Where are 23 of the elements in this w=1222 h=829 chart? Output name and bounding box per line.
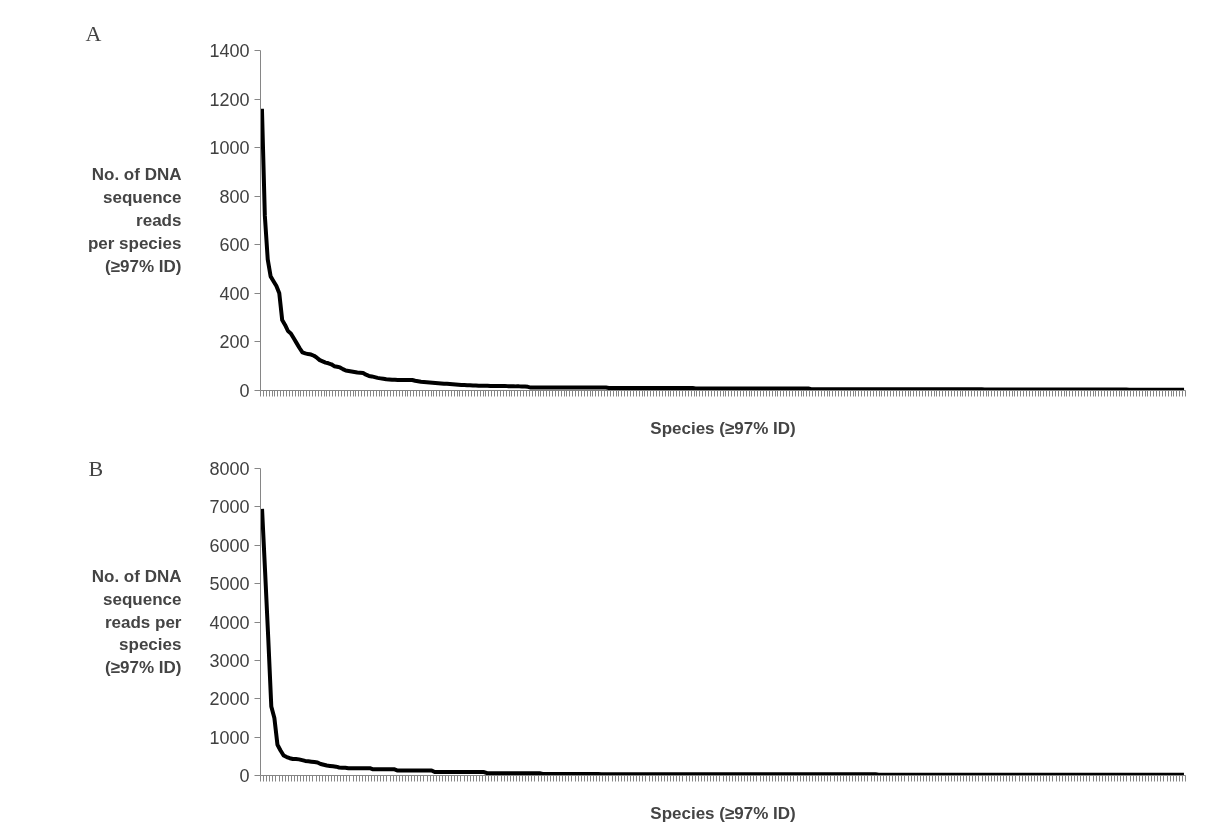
chart-title: B [88,455,104,481]
y-axis-title: No. of DNA sequence reads per species (≥97% ID) [87,165,182,276]
y-tick-label: 4000 [209,612,250,633]
y-tick-label: 3000 [209,650,250,671]
y-tick-label: 5000 [209,574,250,595]
y-tick-label: 1400 [209,41,250,61]
y-tick-label: 7000 [209,497,250,518]
y-axis-title: No. of DNA sequence reads per species (≥97% ID) [91,566,182,678]
y-tick-label: 0 [239,766,250,786]
y-tick-label: 1000 [209,727,250,748]
y-tick-label: 2000 [209,689,250,710]
y-tick-label: 0 [239,381,250,401]
y-tick-label: 800 [219,186,250,207]
x-axis-title: Species (≥97% ID) [650,803,796,823]
chart-title: A [85,20,102,46]
y-tick-label: 6000 [209,535,250,556]
y-tick-label: 8000 [209,459,250,479]
y-tick-label: 400 [219,283,250,304]
y-tick-label: 1200 [209,89,250,110]
x-axis-title: Species (≥97% ID) [650,418,796,438]
y-tick-label: 1000 [209,138,250,159]
y-tick-label: 200 [219,332,250,353]
y-tick-label: 600 [219,235,250,256]
